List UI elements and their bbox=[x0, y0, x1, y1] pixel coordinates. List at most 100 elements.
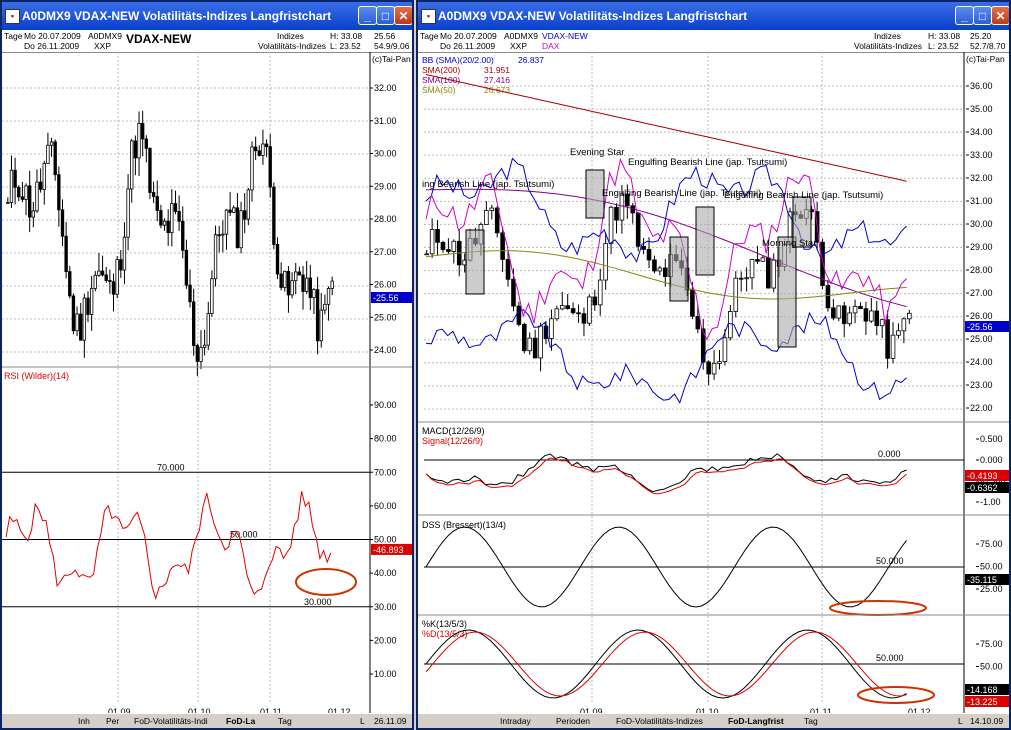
vdax-candle bbox=[31, 210, 36, 218]
rsi-axis-label: 20.00 bbox=[374, 635, 397, 645]
vdax-candle bbox=[177, 211, 181, 222]
vdax-candle bbox=[82, 297, 87, 341]
legend-value: 31.951 bbox=[484, 65, 510, 75]
stoch-marker-2: -13.225 bbox=[967, 697, 998, 707]
vdax-candle bbox=[286, 270, 291, 296]
vdax-candle bbox=[159, 210, 163, 226]
x-tick-label: 01.12 bbox=[908, 707, 931, 716]
price-axis-label: 32.00 bbox=[374, 83, 397, 93]
vdax-candle bbox=[173, 203, 178, 212]
tab-fod-vola[interactable]: FoD-Volatilitäts-Indi bbox=[134, 716, 208, 726]
pattern-box bbox=[585, 169, 605, 219]
group-label: Indizes bbox=[874, 31, 901, 41]
vdax-candle bbox=[852, 305, 858, 314]
rsi-axis-label: 10.00 bbox=[374, 669, 397, 679]
vdax-candle bbox=[35, 181, 39, 212]
log-toggle[interactable]: L bbox=[360, 716, 365, 726]
stoch-axis-label: 50.00 bbox=[980, 662, 1003, 672]
tab-inh[interactable]: Inh bbox=[78, 716, 90, 726]
log-toggle[interactable]: L bbox=[958, 716, 963, 726]
vdax-candle bbox=[429, 229, 435, 255]
vdax-candle bbox=[140, 123, 145, 140]
price-axis-label: 30.00 bbox=[374, 149, 397, 159]
tab-per[interactable]: Per bbox=[106, 716, 120, 726]
date-display: 26.11.09 bbox=[374, 716, 407, 726]
vdax-candle bbox=[28, 185, 32, 218]
vdax-candle bbox=[733, 277, 739, 312]
vdax-candle bbox=[695, 315, 701, 330]
vdax-candle bbox=[126, 188, 130, 238]
group2-label: Volatilitäts-Indizes bbox=[854, 41, 923, 51]
dss-marker-bg bbox=[965, 574, 1009, 585]
left-taskbar: Inh Per FoD-Volatilitäts-Indi FoD-La Tag… bbox=[2, 713, 412, 728]
minimize-button[interactable]: _ bbox=[358, 6, 377, 25]
vdax-candle bbox=[771, 259, 777, 289]
stoch-level-label: 50.000 bbox=[876, 653, 904, 663]
vdax-candle bbox=[625, 193, 630, 207]
vdax-candle bbox=[111, 281, 116, 295]
macd-axis-label: 0.000 bbox=[980, 455, 1003, 465]
vdax-candle bbox=[619, 193, 625, 221]
macd-label: MACD(12/26/9) bbox=[422, 426, 485, 436]
left-chart-area[interactable]: (c)Tai-Pan 32.00 31.00 30.00 29.00 28.00 27.00… bbox=[2, 52, 412, 716]
stoch-marker-1-bg bbox=[965, 684, 1009, 695]
vdax-candle bbox=[901, 318, 907, 332]
vdax-candle bbox=[538, 325, 543, 359]
vdax-candle bbox=[489, 207, 495, 211]
close-button[interactable]: ✕ bbox=[394, 6, 412, 25]
stoch-k-line bbox=[425, 629, 907, 699]
period-select[interactable]: Tag bbox=[804, 716, 818, 726]
right-title-bar[interactable]: ▪ A0DMX9 VDAX-NEW Volatilitäts-Indizes L… bbox=[418, 2, 1009, 30]
tab-fod-la[interactable]: FoD-La bbox=[226, 716, 256, 726]
vdax-candle bbox=[831, 307, 836, 319]
rsi-axis-label: 40.00 bbox=[374, 568, 397, 578]
group-label: Indizes bbox=[277, 31, 304, 41]
maximize-button[interactable]: □ bbox=[376, 6, 395, 25]
highlight-ellipse bbox=[295, 568, 357, 596]
tab-intraday[interactable]: Intraday bbox=[500, 716, 531, 726]
pattern-box bbox=[695, 206, 715, 276]
macd-marker-1: -0.4193 bbox=[967, 471, 998, 481]
vdax-candle bbox=[570, 308, 576, 314]
symbol-name2: DAX bbox=[542, 41, 560, 51]
tab-fod-vola[interactable]: FoD-Volatilitäts-Indizes bbox=[616, 716, 703, 726]
price-axis-label: 27.00 bbox=[374, 247, 397, 257]
vdax-candle bbox=[646, 248, 652, 261]
bb-lower-line bbox=[425, 309, 907, 404]
right-chart-area[interactable]: (c)Tai-Pan 36.00 35.00 34.00 33.00 32.00 31.00… bbox=[418, 52, 1009, 716]
stoch-marker-1: -14.168 bbox=[967, 685, 998, 695]
vdax-candle bbox=[104, 274, 108, 281]
annotation-label: Engulfing Bearish Line (jap. Tsutsumi) bbox=[602, 188, 761, 199]
vdax-candle bbox=[576, 312, 581, 315]
vdax-candle bbox=[297, 271, 302, 276]
vdax-candle bbox=[279, 273, 283, 288]
maximize-button[interactable]: □ bbox=[973, 6, 992, 25]
vdax-candle bbox=[820, 241, 825, 286]
vdax-candle bbox=[75, 313, 79, 332]
legend-name: BB (SMA)(20/2.00) bbox=[422, 55, 494, 65]
minimize-button[interactable]: _ bbox=[955, 6, 974, 25]
tage-label: Tage bbox=[4, 31, 23, 41]
vdax-candle bbox=[170, 203, 174, 234]
vdax-candle bbox=[440, 241, 446, 250]
rsi-axis-label: 50.00 bbox=[374, 535, 397, 545]
vdax-candle bbox=[93, 274, 97, 289]
vdax-candle bbox=[435, 229, 440, 243]
tab-fod-langfrist[interactable]: FoD-Langfrist bbox=[728, 716, 784, 726]
vdax-candle bbox=[119, 259, 123, 271]
vdax-candle bbox=[192, 301, 196, 346]
vdax-candle bbox=[49, 141, 54, 146]
vdax-candle bbox=[221, 233, 225, 236]
vdax-candle bbox=[841, 305, 847, 325]
vdax-candle bbox=[858, 305, 863, 310]
price-marker-bg bbox=[371, 292, 412, 303]
vdax-candle bbox=[97, 270, 101, 276]
close-button[interactable]: ✕ bbox=[991, 6, 1009, 25]
tab-perioden[interactable]: Perioden bbox=[556, 716, 591, 726]
period-select[interactable]: Tag bbox=[278, 716, 292, 726]
vdax-candle bbox=[690, 289, 695, 317]
left-title-bar[interactable]: ▪ A0DMX9 VDAX-NEW Volatilitäts-Indizes L… bbox=[2, 2, 412, 30]
vdax-candle bbox=[151, 192, 156, 197]
price-axis-label: 36.00 bbox=[970, 81, 993, 91]
vdax-candle bbox=[315, 289, 320, 342]
